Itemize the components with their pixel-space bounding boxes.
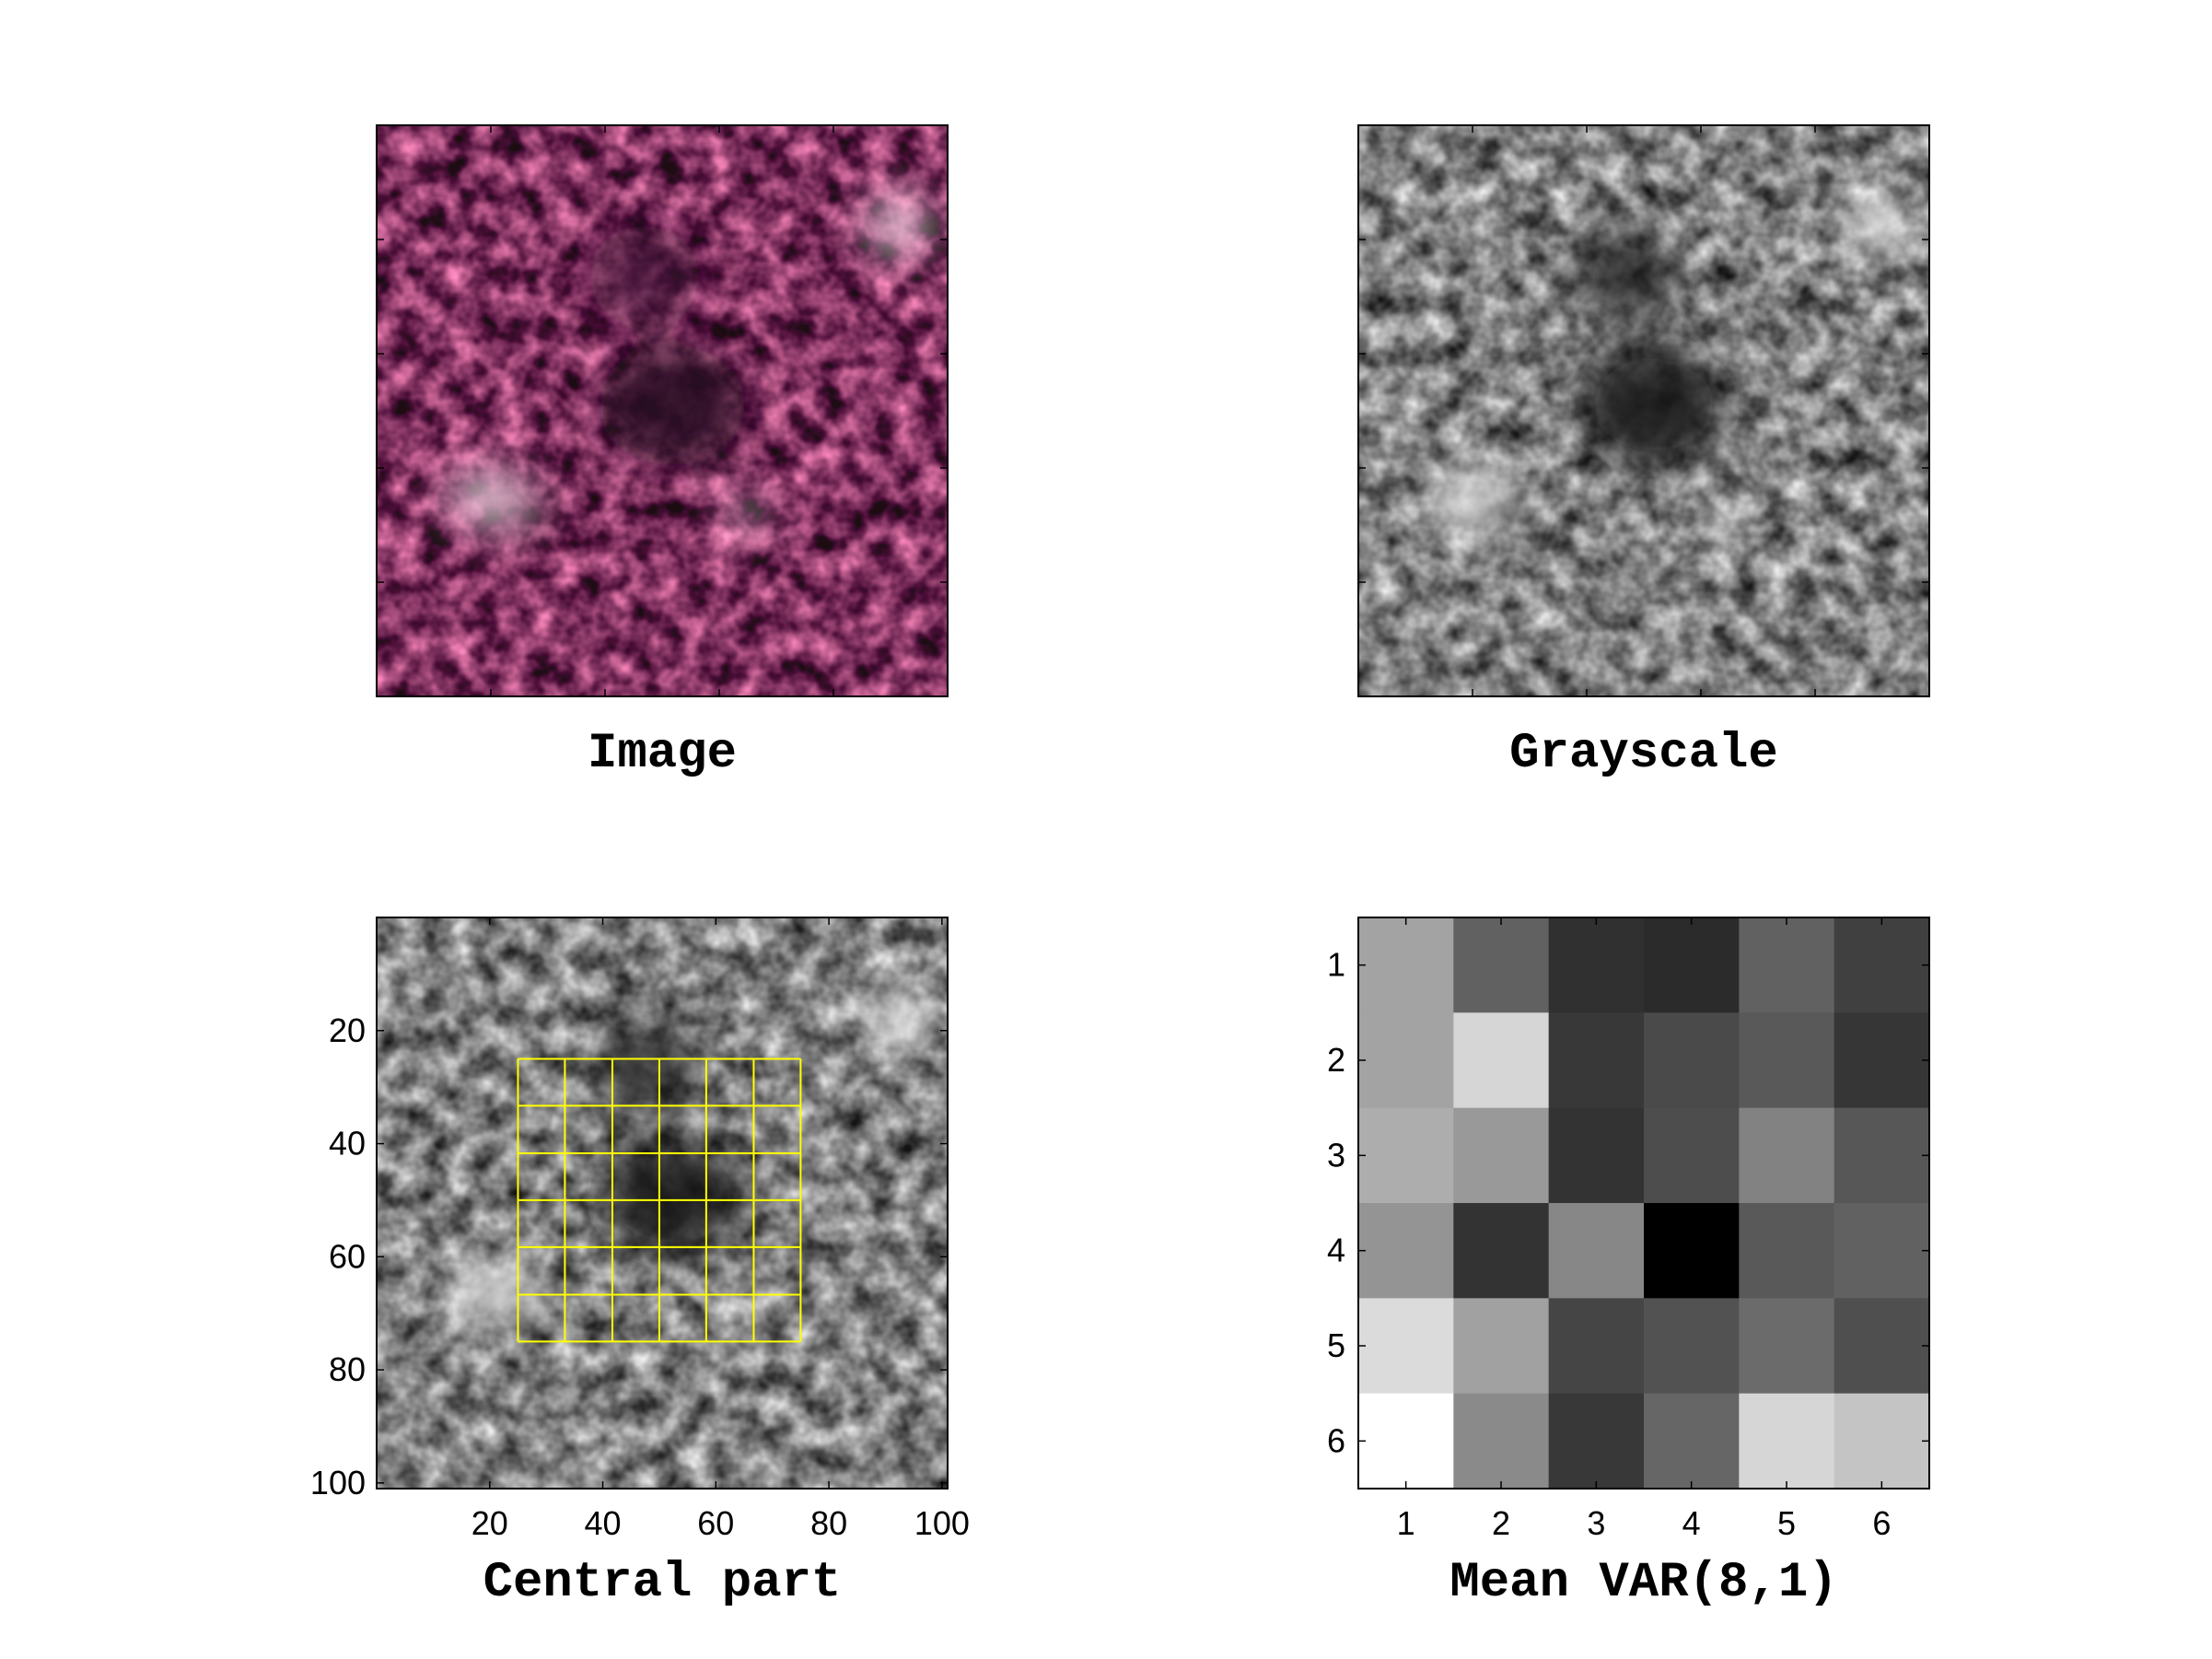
grayscale-axes-frame bbox=[1357, 124, 1930, 697]
heatmap-cell bbox=[1548, 1393, 1645, 1490]
heatmap-xtick-label: 6 bbox=[1872, 1504, 1891, 1542]
heatmap-ticks: 1 2 3 4 5 6 1 2 3 4 5 6 bbox=[1327, 917, 1929, 1542]
heatmap-ytick-label: 6 bbox=[1327, 1421, 1345, 1459]
heatmap-cell bbox=[1834, 1393, 1930, 1490]
panel-grayscale: Grayscale bbox=[1357, 124, 1930, 782]
heatmap-cell bbox=[1548, 917, 1645, 1013]
heatmap-cell bbox=[1739, 917, 1835, 1013]
grayscale-dark-regions bbox=[1428, 193, 1912, 539]
heatmap-cell bbox=[1644, 1393, 1740, 1490]
heatmap-axes-frame bbox=[1357, 917, 1930, 1490]
central-xtick-label: 60 bbox=[697, 1504, 734, 1542]
central-grid-overlay bbox=[517, 1057, 802, 1343]
heatmap-cell bbox=[1644, 1203, 1740, 1299]
heatmap-cell bbox=[1834, 1012, 1930, 1109]
heatmap-xtick-label: 3 bbox=[1587, 1504, 1605, 1542]
grayscale-ticks bbox=[1358, 125, 1929, 696]
central-xtick-label: 40 bbox=[585, 1504, 622, 1542]
heatmap-cell bbox=[1644, 1012, 1740, 1109]
heatmap-cell bbox=[1453, 1012, 1550, 1109]
heatmap-cell bbox=[1739, 1012, 1835, 1109]
image-ticks bbox=[377, 125, 948, 696]
heatmap-cell bbox=[1739, 1107, 1835, 1204]
image-dark-regions bbox=[447, 193, 930, 539]
panel-central-part: 20 40 60 80 100 20 40 60 80 100 Central part bbox=[310, 917, 970, 1611]
heatmap-cell bbox=[1834, 1107, 1930, 1204]
heatmap-cell bbox=[1834, 917, 1930, 1013]
heatmap-cell bbox=[1548, 1107, 1645, 1204]
heatmap-cell bbox=[1358, 1393, 1454, 1490]
heatmap-cell bbox=[1548, 1012, 1645, 1109]
central-ytick-label: 100 bbox=[310, 1464, 366, 1501]
heatmap-cell bbox=[1453, 1107, 1550, 1204]
central-ticks: 20 40 60 80 100 20 40 60 80 100 bbox=[310, 917, 970, 1542]
heatmap-cell bbox=[1739, 1393, 1835, 1490]
heatmap-cell bbox=[1739, 1203, 1835, 1299]
heatmap-ytick-label: 5 bbox=[1327, 1326, 1345, 1364]
heatmap-cell bbox=[1358, 917, 1454, 1013]
heatmap-cell bbox=[1358, 1298, 1454, 1395]
central-xtick-label: 20 bbox=[472, 1504, 508, 1542]
image-panel-title: Image bbox=[588, 726, 737, 782]
heatmap-cell bbox=[1358, 1107, 1454, 1204]
heatmap-cell bbox=[1453, 1203, 1550, 1299]
central-panel-title: Central part bbox=[483, 1555, 842, 1611]
central-axes-frame bbox=[376, 917, 949, 1490]
heatmap-cell bbox=[1358, 1012, 1454, 1109]
heatmap-cell bbox=[1548, 1298, 1645, 1395]
heatmap-cell bbox=[1644, 1298, 1740, 1395]
image-axes-frame bbox=[376, 124, 949, 697]
heatmap-cell bbox=[1739, 1298, 1835, 1395]
central-xtick-label: 80 bbox=[810, 1504, 847, 1542]
panel-mean-var: 1 2 3 4 5 6 1 2 3 4 5 6 Mean VAR(8,1) bbox=[1327, 917, 1930, 1611]
heatmap-cell bbox=[1358, 1203, 1454, 1299]
heatmap-ytick-label: 1 bbox=[1327, 946, 1345, 984]
heatmap-cell bbox=[1548, 1203, 1645, 1299]
heatmap-cell bbox=[1644, 1107, 1740, 1204]
central-ytick-label: 80 bbox=[329, 1350, 366, 1388]
heatmap-cell bbox=[1834, 1298, 1930, 1395]
heatmap-ytick-label: 4 bbox=[1327, 1232, 1345, 1269]
heatmap-xtick-label: 2 bbox=[1492, 1504, 1510, 1542]
heatmap-cell bbox=[1453, 1298, 1550, 1395]
grayscale-panel-title: Grayscale bbox=[1509, 726, 1778, 782]
central-dark-regions bbox=[447, 986, 930, 1331]
heatmap-cell bbox=[1453, 917, 1550, 1013]
heatmap-xtick-label: 4 bbox=[1682, 1504, 1701, 1542]
heatmap-cell bbox=[1834, 1203, 1930, 1299]
central-xtick-label: 100 bbox=[914, 1504, 970, 1542]
central-ytick-label: 60 bbox=[329, 1237, 366, 1275]
heatmap-xtick-label: 1 bbox=[1397, 1504, 1415, 1542]
central-ytick-label: 20 bbox=[329, 1011, 366, 1049]
heatmap-panel-title: Mean VAR(8,1) bbox=[1449, 1555, 1837, 1611]
heatmap-ytick-label: 2 bbox=[1327, 1041, 1345, 1079]
heatmap-cell bbox=[1644, 917, 1740, 1013]
central-ytick-label: 40 bbox=[329, 1125, 366, 1162]
panel-image: Image bbox=[376, 124, 949, 782]
heatmap-cells bbox=[1358, 917, 1930, 1490]
heatmap-ytick-label: 3 bbox=[1327, 1136, 1345, 1174]
heatmap-xtick-label: 5 bbox=[1777, 1504, 1796, 1542]
heatmap-cell bbox=[1453, 1393, 1550, 1490]
